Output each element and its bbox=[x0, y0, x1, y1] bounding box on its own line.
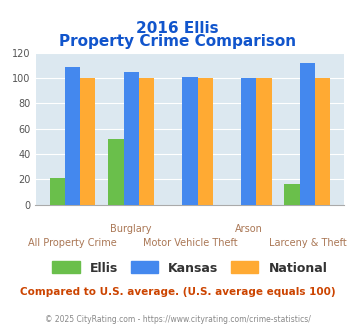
Bar bbox=[300, 63, 315, 205]
Text: © 2025 CityRating.com - https://www.cityrating.com/crime-statistics/: © 2025 CityRating.com - https://www.city… bbox=[45, 315, 310, 324]
Text: 2016 Ellis: 2016 Ellis bbox=[136, 20, 219, 36]
Bar bbox=[284, 184, 300, 205]
Text: Burglary: Burglary bbox=[110, 224, 152, 234]
Bar bbox=[65, 67, 80, 205]
Legend: Ellis, Kansas, National: Ellis, Kansas, National bbox=[48, 256, 332, 280]
Bar bbox=[124, 72, 139, 205]
Bar bbox=[182, 77, 198, 205]
Bar bbox=[139, 78, 154, 205]
Text: Motor Vehicle Theft: Motor Vehicle Theft bbox=[143, 238, 237, 248]
Text: Compared to U.S. average. (U.S. average equals 100): Compared to U.S. average. (U.S. average … bbox=[20, 287, 335, 297]
Text: Arson: Arson bbox=[235, 224, 263, 234]
Text: Larceny & Theft: Larceny & Theft bbox=[268, 238, 346, 248]
Bar bbox=[198, 78, 213, 205]
Bar bbox=[80, 78, 95, 205]
Bar bbox=[315, 78, 330, 205]
Bar bbox=[50, 178, 65, 205]
Text: All Property Crime: All Property Crime bbox=[28, 238, 117, 248]
Text: Property Crime Comparison: Property Crime Comparison bbox=[59, 34, 296, 49]
Bar bbox=[108, 139, 124, 205]
Bar bbox=[256, 78, 272, 205]
Bar bbox=[241, 78, 256, 205]
